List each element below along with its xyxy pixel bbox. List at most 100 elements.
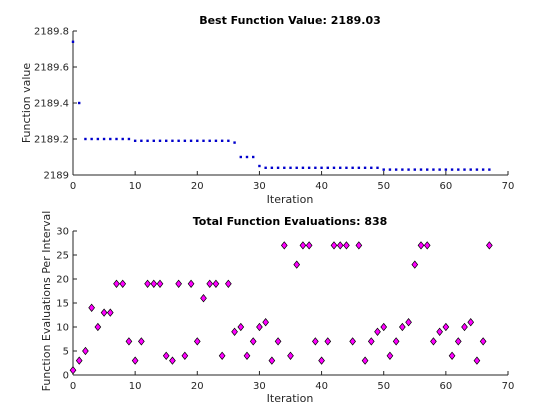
data-point	[220, 139, 224, 142]
data-point	[84, 137, 87, 141]
y-tick-label: 25	[56, 251, 69, 262]
data-point	[140, 139, 143, 142]
x-tick-label: 40	[315, 381, 328, 392]
data-point	[268, 356, 276, 365]
data-point	[473, 356, 481, 365]
data-point	[475, 168, 479, 171]
plot-area	[73, 231, 508, 375]
data-point	[339, 166, 342, 169]
data-point	[202, 139, 205, 142]
data-point	[245, 155, 249, 159]
data-point	[119, 279, 127, 288]
data-point	[444, 168, 448, 171]
x-tick-label: 40	[315, 181, 328, 192]
data-point	[212, 279, 220, 288]
data-point	[295, 166, 298, 169]
data-point	[115, 137, 118, 141]
chart-title: Total Function Evaluations: 838	[193, 215, 388, 228]
data-point	[320, 166, 323, 169]
data-point	[386, 351, 394, 360]
data-point	[399, 322, 406, 332]
data-point	[158, 139, 162, 142]
x-tick-label: 10	[129, 181, 142, 192]
data-point	[169, 356, 176, 365]
data-point	[233, 141, 236, 144]
data-point	[113, 279, 120, 288]
y-tick-label: 0	[63, 371, 69, 382]
data-point	[78, 101, 81, 105]
data-point	[436, 327, 443, 336]
x-tick-label: 30	[253, 181, 266, 192]
data-point	[307, 166, 311, 169]
data-point	[457, 168, 460, 171]
x-tick-label: 20	[191, 181, 204, 192]
data-point	[196, 139, 199, 142]
x-tick-label: 50	[377, 181, 390, 192]
x-tick-label: 70	[502, 381, 515, 392]
data-point	[133, 139, 137, 142]
data-point	[239, 155, 242, 159]
data-point	[131, 356, 139, 365]
data-point	[461, 322, 468, 332]
data-point	[258, 164, 261, 168]
data-point	[332, 166, 336, 169]
data-point	[363, 166, 367, 169]
data-point	[189, 139, 193, 142]
data-point	[71, 40, 75, 43]
chart-title: Best Function Value: 2189.03	[199, 14, 381, 27]
data-point	[144, 279, 151, 288]
data-point	[382, 168, 385, 171]
data-point	[82, 346, 89, 356]
data-point	[432, 168, 435, 171]
y-axis-label: Function Evaluations Per Interval	[40, 211, 53, 392]
function-evaluations-chart: Total Function Evaluations: 838 0 10 20 30 4…	[40, 211, 514, 405]
data-point	[274, 337, 282, 346]
data-point	[225, 279, 232, 288]
data-point	[102, 137, 106, 141]
data-point	[193, 337, 201, 346]
data-point	[175, 279, 182, 288]
data-point	[243, 351, 251, 360]
data-point	[187, 279, 195, 288]
data-point	[183, 139, 187, 142]
data-point	[376, 166, 379, 169]
data-point	[301, 166, 305, 169]
data-point	[481, 168, 485, 171]
data-point	[94, 322, 102, 332]
data-point	[293, 260, 301, 269]
data-point	[463, 168, 466, 171]
data-point	[374, 327, 381, 336]
data-point	[370, 166, 373, 169]
x-tick-label: 10	[129, 381, 142, 392]
data-point	[138, 337, 145, 346]
x-tick-label: 50	[377, 381, 390, 392]
data-point	[467, 318, 475, 327]
data-point	[270, 166, 274, 169]
x-tick-label: 60	[439, 181, 452, 192]
data-point	[237, 322, 245, 332]
data-point	[156, 279, 164, 288]
data-point	[345, 166, 348, 169]
data-point	[479, 337, 487, 346]
data-point	[411, 260, 419, 269]
data-point	[283, 166, 286, 169]
data-point	[208, 139, 211, 142]
x-tick-label: 0	[70, 381, 76, 392]
data-point	[106, 308, 114, 317]
x-tick-label: 60	[439, 381, 452, 392]
data-point	[121, 137, 124, 141]
y-tick-label: 2189.6	[34, 63, 69, 74]
data-point	[252, 155, 255, 159]
data-point	[426, 168, 429, 171]
data-point	[361, 356, 369, 365]
data-point	[109, 137, 112, 141]
data-point	[312, 337, 319, 346]
data-point	[380, 322, 388, 332]
y-tick-label: 2189.2	[34, 135, 69, 146]
data-point	[289, 166, 292, 169]
y-tick-label: 2189.4	[34, 99, 69, 110]
data-point	[231, 327, 238, 336]
data-point	[150, 279, 158, 288]
data-point	[165, 139, 168, 142]
data-point	[448, 351, 456, 360]
